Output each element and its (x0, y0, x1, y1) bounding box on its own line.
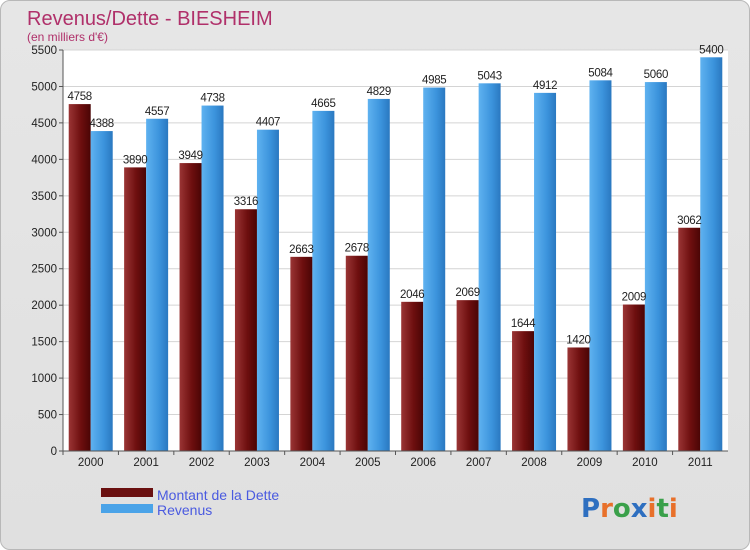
axes: 0 500 1000 1500 2000 2500 3000 3500 4000 4500 5000… (31, 45, 728, 469)
bar-revenus (256, 129, 279, 451)
bar-debt (179, 163, 202, 451)
y-tick-label: 4500 (31, 118, 57, 130)
chart-subtitle: (en milliers d'€) (27, 30, 108, 44)
bar-debt (234, 209, 257, 451)
value-label-revenus: 5043 (477, 70, 501, 82)
bar-debt (345, 255, 368, 451)
x-tick-label: 2011 (688, 457, 713, 469)
bar-debt (401, 301, 424, 451)
value-label-revenus: 4985 (422, 75, 446, 87)
value-label-debt: 4758 (68, 91, 92, 103)
legend-label-revenus: Revenus (157, 502, 212, 518)
bar-revenus (367, 98, 390, 451)
value-label-debt: 1420 (566, 334, 590, 346)
value-label-debt: 2009 (622, 292, 646, 304)
bar-debt (290, 256, 313, 451)
value-label-revenus: 4738 (200, 93, 224, 105)
bar-debt (512, 331, 535, 451)
value-labels: 4758 4388 3890 4557 3949 4738 3316 4407 2663 4665… (68, 44, 724, 346)
x-tick-label: 2008 (521, 457, 547, 469)
bar-revenus (644, 82, 667, 451)
x-tick-label: 2005 (355, 457, 381, 469)
bar-revenus (90, 131, 113, 452)
x-tick-label: 2004 (300, 457, 326, 469)
value-label-debt: 2046 (400, 289, 424, 301)
y-tick-label: 1500 (31, 337, 57, 349)
x-tick-label: 2003 (244, 457, 270, 469)
x-tick-label: 2001 (133, 457, 159, 469)
legend-label-debt: Montant de la Dette (157, 487, 279, 503)
value-label-debt: 1644 (511, 318, 536, 330)
value-label-debt: 3949 (178, 150, 202, 162)
value-label-revenus: 5400 (699, 44, 723, 56)
value-label-revenus: 4388 (90, 118, 114, 130)
y-tick-label: 500 (38, 410, 57, 422)
bar-debt (124, 167, 147, 451)
value-label-debt: 2663 (289, 244, 313, 256)
bar-revenus (478, 83, 501, 451)
legend-swatch-debt (101, 488, 153, 497)
logo-text: Proxiti (581, 494, 678, 524)
x-tick-label: 2006 (410, 457, 436, 469)
value-label-revenus: 4912 (533, 80, 557, 92)
value-label-revenus: 4557 (145, 106, 169, 118)
bar-debt (622, 304, 645, 451)
y-tick-label: 4000 (31, 154, 57, 166)
bar-debt (456, 300, 479, 451)
bar-debt (567, 347, 590, 451)
value-label-revenus: 5084 (588, 67, 613, 79)
grid (63, 49, 728, 452)
y-tick-label: 2500 (31, 264, 57, 276)
plot-area (63, 50, 728, 451)
bar-revenus (146, 118, 169, 452)
value-label-debt: 2678 (345, 243, 369, 255)
y-tick-label: 5000 (31, 81, 57, 93)
y-tick-label: 0 (51, 446, 57, 458)
bar-revenus (423, 87, 446, 451)
x-tick-label: 2007 (466, 457, 492, 469)
bars (68, 57, 723, 452)
y-tick-label: 3500 (31, 191, 57, 203)
bar-revenus (201, 105, 224, 451)
bar-debt (68, 104, 91, 452)
proxiti-logo: Proxiti (581, 494, 678, 524)
bar-revenus (700, 57, 723, 452)
legend: Montant de la Dette Revenus (101, 487, 279, 518)
chart-title: Revenus/Dette - BIESHEIM (27, 8, 273, 30)
y-tick-label: 2000 (31, 300, 57, 312)
value-label-debt: 3890 (123, 154, 147, 166)
value-label-debt: 2069 (455, 287, 479, 299)
x-tick-label: 2002 (189, 457, 215, 469)
bar-revenus (312, 110, 335, 451)
bar-revenus (534, 92, 557, 451)
bar-revenus (589, 80, 612, 451)
y-tick-label: 1000 (31, 373, 57, 385)
y-tick-label: 3000 (31, 227, 57, 239)
value-label-revenus: 4829 (367, 86, 391, 98)
bar-debt (678, 227, 701, 451)
value-label-revenus: 5060 (644, 69, 668, 81)
value-label-debt: 3316 (234, 196, 258, 208)
value-label-debt: 3062 (677, 215, 701, 227)
x-tick-label: 2000 (78, 457, 104, 469)
legend-swatch-revenus (101, 504, 153, 513)
value-label-revenus: 4665 (311, 98, 335, 110)
y-tick-label: 5500 (31, 45, 57, 57)
value-label-revenus: 4407 (256, 117, 280, 129)
x-tick-label: 2010 (632, 457, 658, 469)
x-tick-label: 2009 (577, 457, 603, 469)
